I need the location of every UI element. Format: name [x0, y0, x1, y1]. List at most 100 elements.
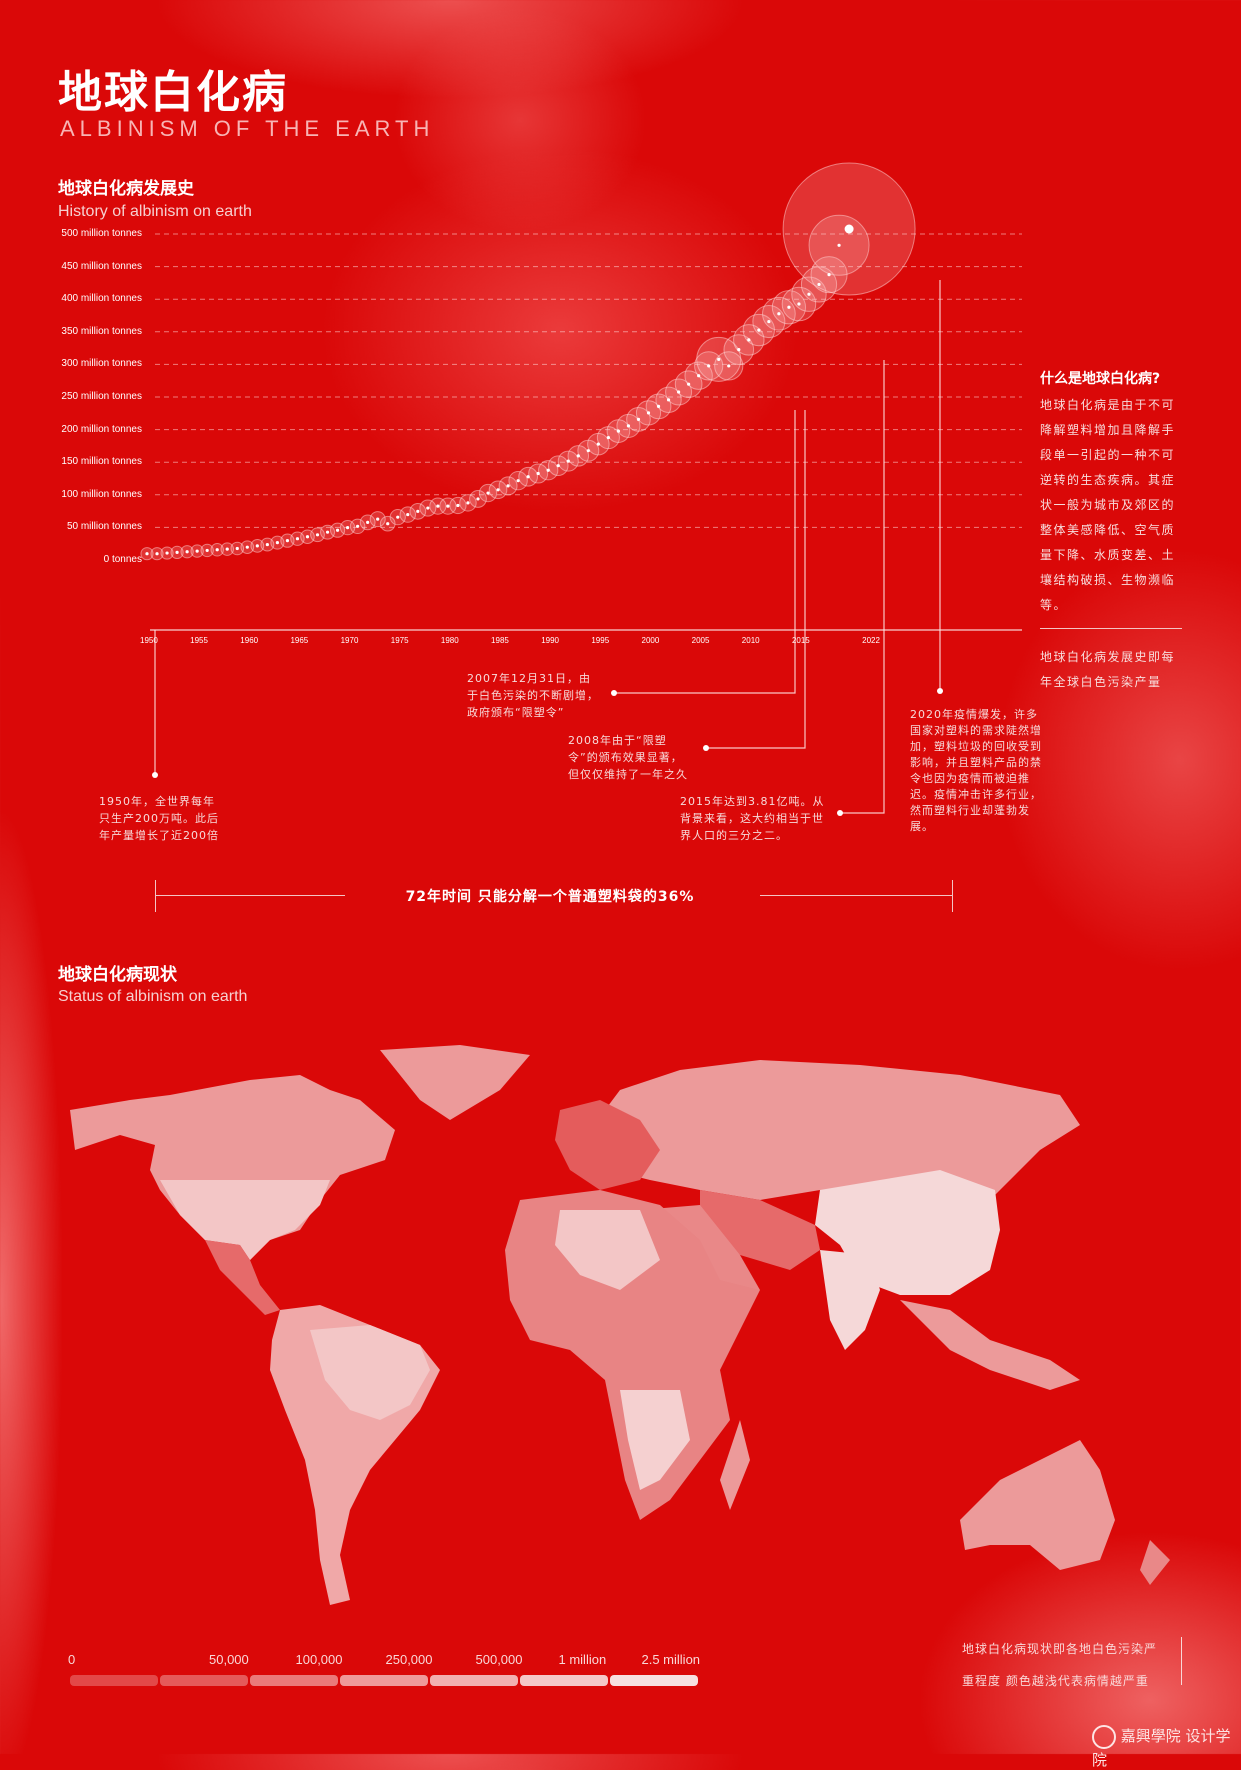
data-point [205, 548, 209, 553]
status-title: 地球白化病现状 [58, 965, 177, 985]
data-point [346, 526, 350, 530]
university-logo: 嘉興學院 设计学院 [1092, 1725, 1241, 1770]
data-point [536, 471, 540, 476]
annotation-2015: 2015年达到3.81亿吨。从背景来看，这大约相当于世界人口的三分之二。 [680, 795, 825, 842]
y-tick-label: 150 million tonnes [61, 456, 142, 468]
data-point [516, 479, 520, 483]
data-point [596, 442, 600, 446]
legend-label: 50,000 [209, 1652, 249, 1667]
north-america[interactable] [70, 1045, 530, 1315]
data-point [456, 503, 460, 508]
history-subtitle: History of albinism on earth [58, 203, 252, 220]
data-point [265, 542, 269, 547]
leader-dot-2008 [703, 745, 709, 751]
legend-label: 1 million [558, 1652, 607, 1667]
data-point [676, 390, 681, 394]
data-point [245, 545, 249, 549]
data-point [255, 544, 259, 548]
legend-label: 2.5 million [641, 1652, 701, 1667]
data-point [566, 459, 570, 463]
data-point [215, 548, 219, 552]
x-tick-label: 1995 [591, 636, 609, 645]
span-caption: 72年时间 只能分解一个普通塑料袋的36% [405, 889, 695, 905]
y-tick-label: 100 million tonnes [61, 488, 142, 500]
data-point [737, 348, 741, 352]
data-point [827, 273, 831, 277]
span-left-cap [155, 880, 156, 912]
data-point [235, 546, 239, 551]
y-tick-label: 450 million tonnes [61, 260, 142, 272]
data-point [687, 382, 691, 386]
data-point [606, 436, 610, 440]
data-point [844, 224, 854, 234]
leader-dot-2020 [937, 688, 943, 694]
annotation-2007: 2007年12月31日，由于白色污染的不断剧增，政府颁布“限塑令” [467, 672, 599, 719]
x-tick-label: 2015 [792, 636, 810, 645]
oceania[interactable] [960, 1440, 1170, 1585]
leader-dot-2015 [837, 810, 843, 816]
leader-2007 [614, 410, 796, 694]
data-point [656, 404, 661, 408]
data-point [576, 454, 580, 458]
data-point [807, 292, 811, 296]
data-point [646, 411, 651, 415]
x-tick-label: 2000 [642, 636, 660, 645]
data-point [366, 520, 370, 525]
legend-swatch [340, 1675, 428, 1686]
y-tick-label: 400 million tonnes [61, 293, 142, 305]
data-point [305, 535, 310, 539]
y-tick-label: 300 million tonnes [61, 358, 142, 370]
data-point [416, 509, 420, 513]
data-point [757, 328, 761, 332]
status-subtitle: Status of albinism on earth [58, 988, 248, 1005]
data-point [285, 539, 290, 543]
x-tick-label: 1970 [341, 636, 359, 645]
data-point [376, 517, 380, 521]
legend-swatch [430, 1675, 518, 1686]
data-point [616, 429, 621, 433]
y-tick-label: 50 million tonnes [66, 521, 142, 533]
leader-dot-1950 [152, 772, 158, 778]
data-point [767, 319, 771, 324]
legend-label: 100,000 [295, 1652, 343, 1667]
data-point [155, 552, 159, 556]
legend-label: 0 [68, 1652, 76, 1667]
poster-subtitle: ALBINISM OF THE EARTH [60, 116, 435, 141]
data-point [496, 488, 500, 492]
legend-swatch [160, 1675, 248, 1686]
legend-swatch [610, 1675, 698, 1686]
data-point [446, 504, 450, 508]
y-tick-label: 250 million tonnes [61, 391, 142, 402]
data-point [315, 533, 320, 537]
africa[interactable] [505, 1190, 760, 1520]
y-tick-label: 500 million tonnes [61, 228, 142, 239]
data-point [195, 549, 199, 553]
data-point [556, 464, 560, 468]
data-point [436, 504, 440, 508]
data-point [777, 312, 781, 316]
data-point [817, 282, 821, 287]
data-point [506, 484, 510, 488]
legend-label: 500,000 [475, 1652, 523, 1667]
data-point [697, 374, 701, 378]
annotation-1950: 1950年，全世界每年只生产200万吨。此后年产量增长了近200倍 [99, 795, 219, 842]
logo-emblem-icon [1092, 1725, 1116, 1749]
leader-2015 [840, 360, 885, 814]
data-point [837, 243, 841, 247]
data-point [396, 515, 400, 519]
data-point [325, 530, 330, 534]
data-point [666, 398, 671, 402]
legend-note-divider [1181, 1637, 1182, 1685]
data-point [175, 550, 179, 554]
x-tick-label: 1950 [140, 636, 158, 645]
data-point [626, 424, 631, 428]
legend-swatch [520, 1675, 608, 1686]
x-tick-label: 2022 [862, 636, 880, 645]
data-point [636, 417, 641, 421]
south-america[interactable] [270, 1305, 440, 1605]
data-point [486, 491, 490, 495]
span-right-cap [952, 880, 953, 912]
sidebar-footnote: 地球白化病发展史即每年全球白色污染产量 [1040, 650, 1176, 689]
poster-title: 地球白化病 [58, 67, 288, 118]
data-point [406, 512, 410, 517]
